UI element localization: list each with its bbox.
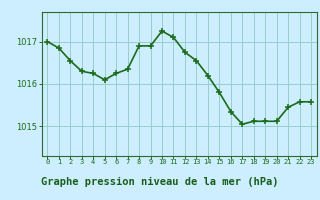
Text: Graphe pression niveau de la mer (hPa): Graphe pression niveau de la mer (hPa) xyxy=(41,177,279,187)
